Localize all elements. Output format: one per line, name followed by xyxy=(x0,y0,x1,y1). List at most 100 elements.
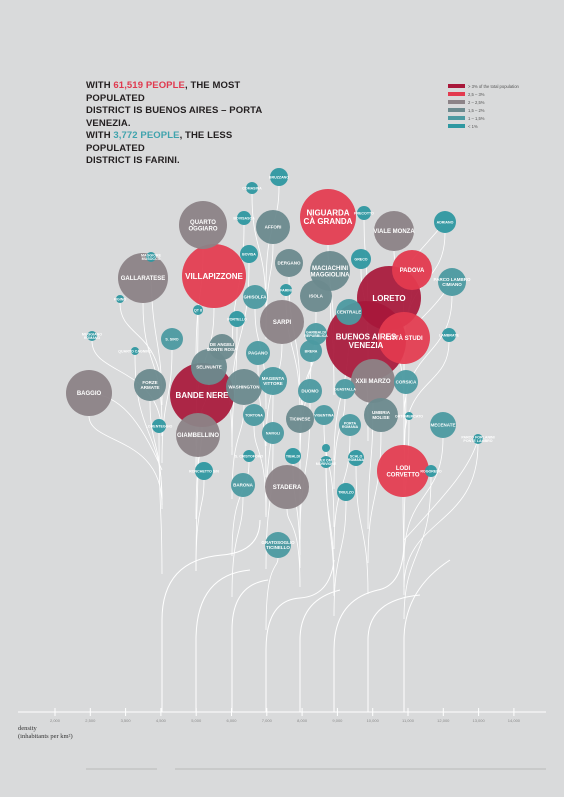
branch-line xyxy=(161,519,261,712)
district-label: CENTRALE xyxy=(337,310,362,315)
legend-swatch xyxy=(448,124,465,128)
district-label: BOVISA xyxy=(242,252,256,256)
district-bubble xyxy=(161,328,183,350)
branch-line xyxy=(403,341,450,448)
axis-title-line: (inhabitants per km²) xyxy=(18,733,73,740)
branch-line xyxy=(299,589,341,712)
district-label: FIGINO xyxy=(114,297,127,301)
district-bubble xyxy=(425,465,437,477)
headline-text: WITH xyxy=(86,130,114,141)
district-label: ADRIANO xyxy=(437,220,454,224)
district-label: UMBRIA MOLISE xyxy=(372,410,391,420)
district-bubble xyxy=(209,334,235,360)
branch-line xyxy=(403,438,479,541)
district-bubble xyxy=(351,359,395,403)
district-bubble xyxy=(300,280,332,312)
branch-line xyxy=(333,398,346,490)
district-label: DUOMO xyxy=(301,389,319,394)
branch-line xyxy=(195,569,251,712)
district-bubble xyxy=(270,168,288,186)
district-bubble xyxy=(243,404,265,426)
district-bubble xyxy=(286,405,314,433)
density-axis: 2,000 2,500 3,500 4,500 5,000 6,000 7,000 8,000… xyxy=(18,708,546,770)
district-bubble xyxy=(377,445,429,497)
district-label: BOVISASCA xyxy=(233,216,255,220)
district-label: ORTOMERCATO xyxy=(395,414,423,418)
branch-line xyxy=(403,476,432,620)
district-label: CITTÀ STUDI xyxy=(385,335,423,342)
district-label: VIGENTINA xyxy=(314,413,334,417)
branch-line xyxy=(402,496,405,596)
legend-label: 1 – 1,5% xyxy=(468,115,485,121)
district-bubble xyxy=(336,299,362,325)
headline: WITH 61,519 PEOPLE, THE MOST POPULATED D… xyxy=(86,80,286,168)
district-bubble xyxy=(298,379,322,403)
district-label: PADOVA xyxy=(400,268,425,274)
district-bubble xyxy=(265,465,309,509)
district-bubble xyxy=(262,422,284,444)
branch-line xyxy=(403,437,444,562)
axis-tick-label: 4,500 xyxy=(156,718,167,723)
headline-least-number: 3,772 PEOPLE xyxy=(113,130,180,141)
branch-line xyxy=(231,496,244,598)
legend-item: 1 – 1,5% xyxy=(448,114,519,122)
district-label: BUENOS AIRES VENEZIA xyxy=(336,332,397,350)
district-label: PRECOTTO xyxy=(354,211,374,215)
axis-tick-label: 11,000 xyxy=(402,718,415,723)
district-bubble xyxy=(364,398,398,432)
district-bubble xyxy=(237,211,251,225)
district-bubble xyxy=(348,450,364,466)
district-bubble xyxy=(134,369,166,401)
district-label: ISOLA xyxy=(309,294,324,299)
legend-swatch xyxy=(448,84,465,88)
axis-tick-label: 14,000 xyxy=(508,718,521,723)
district-label: SELINUNTE xyxy=(196,365,222,370)
branch-line xyxy=(323,424,335,528)
legend-swatch xyxy=(448,108,465,112)
branch-line xyxy=(265,394,274,518)
district-bubble xyxy=(179,201,227,249)
district-bubble xyxy=(392,250,432,290)
district-bubble xyxy=(280,284,292,296)
district-label: QUARTO CAGNINO xyxy=(118,349,152,353)
axis-tick-label: 9,000 xyxy=(332,718,343,723)
district-label: GUASTALLA xyxy=(334,387,356,391)
district-label: QUARTO OGGIARO xyxy=(188,220,217,233)
district-label: FORZE ARMATE xyxy=(141,380,160,390)
district-bubble xyxy=(438,268,466,296)
headline-most-number: 61,519 PEOPLE xyxy=(113,80,185,91)
district-label: MACIACHINI MAGGIOLINA xyxy=(311,266,351,279)
district-bubble xyxy=(182,244,246,308)
district-label: MUGGIANO ROMANO xyxy=(82,332,102,340)
branch-line xyxy=(142,302,163,427)
district-bubble xyxy=(405,412,413,420)
district-label: EX OM MORIVIONE xyxy=(316,458,337,466)
district-label: LORENTEGGIO xyxy=(146,424,173,428)
branch-line xyxy=(91,340,163,437)
branch-line xyxy=(251,193,267,313)
district-bubble xyxy=(246,341,270,365)
district-label: PARCO LAMBRO CIMIANO xyxy=(434,277,471,287)
legend-item: 2,5 – 3% xyxy=(448,90,519,98)
headline-text: DISTRICT IS BUENOS AIRES – PORTA VENEZIA… xyxy=(86,105,262,129)
branch-line xyxy=(367,594,421,712)
district-bubble xyxy=(243,450,255,462)
axis-tick-label: 5,000 xyxy=(191,718,202,723)
district-label: WASHINGTON xyxy=(229,385,260,390)
district-label: VIALE MONZA xyxy=(373,229,415,235)
district-label: NAVIGLI xyxy=(266,431,280,435)
bubbles: BUENOS AIRES VENEZIA LORETO BANDE NERE NIGUA… xyxy=(66,168,495,558)
axis-tick-label: 13,000 xyxy=(472,718,485,723)
district-bubble xyxy=(260,300,304,344)
district-label: PAGANO xyxy=(248,351,268,356)
district-label: PARCO FORLANINI PONTE LAMBRO xyxy=(461,435,494,443)
district-label: NIGUARDA CÀ GRANDA xyxy=(304,208,353,226)
district-label: GRATOSOGLIO TICINELLO xyxy=(261,540,295,550)
legend-label: < 1% xyxy=(468,123,478,129)
headline-text: , THE LESS POPULATED xyxy=(86,130,233,154)
district-bubble xyxy=(152,419,166,433)
district-label: BRUZZANO xyxy=(269,175,289,179)
branch-line xyxy=(88,415,163,506)
district-bubble xyxy=(357,206,371,220)
